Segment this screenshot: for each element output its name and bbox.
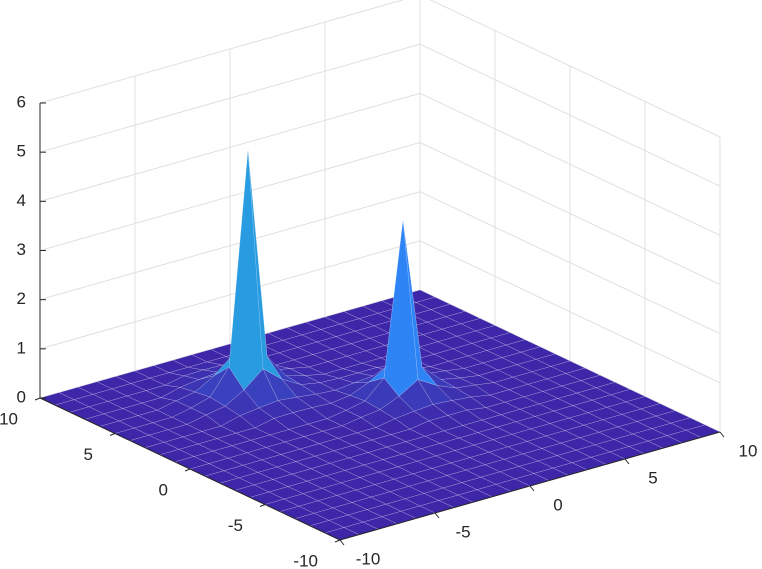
y-tick <box>259 504 266 507</box>
surface-cell <box>315 389 351 404</box>
y-tick-label: 10 <box>0 409 18 428</box>
y-tick <box>334 539 341 543</box>
x-tick <box>339 539 345 546</box>
surface-cell <box>347 509 383 523</box>
surface-cell <box>470 394 506 408</box>
x-tick <box>719 431 725 438</box>
z-tick-label: 6 <box>17 92 26 111</box>
y-tick-label: -10 <box>293 551 318 569</box>
x-tick-label: 5 <box>648 468 657 487</box>
z-tick-label: 5 <box>17 142 26 161</box>
y-tick-label: 0 <box>159 480 168 499</box>
surface-cell <box>328 514 364 528</box>
surface-cell <box>262 368 298 401</box>
y-tick <box>34 397 41 401</box>
y-tick <box>109 433 116 436</box>
x-tick <box>624 458 630 465</box>
x-tick <box>434 512 440 519</box>
surface-cell <box>179 375 215 393</box>
y-tick <box>184 468 191 472</box>
y-tick-label: 5 <box>84 445 93 464</box>
x-tick-label: 10 <box>739 441 758 460</box>
surface-cell <box>285 375 321 385</box>
surface-cell <box>273 412 309 430</box>
surface-cell <box>277 396 313 413</box>
z-tick-label: 1 <box>17 338 26 357</box>
z-tick-label: 3 <box>17 240 26 259</box>
z-tick-label: 0 <box>17 387 26 406</box>
x-tick-label: -5 <box>455 522 470 541</box>
z-tick-label: 4 <box>17 191 26 210</box>
surface-cell <box>402 220 438 387</box>
surface-cell <box>451 396 487 411</box>
surface-cell <box>338 372 374 384</box>
surface-cell <box>300 382 336 395</box>
x-tick <box>529 485 535 492</box>
y-tick-label: -5 <box>228 516 243 535</box>
x-tick-label: 0 <box>553 495 562 514</box>
surface-cell <box>209 366 245 407</box>
z-tick-label: 2 <box>17 289 26 308</box>
x-tick-label: -10 <box>356 549 381 568</box>
surface-cell <box>394 411 430 430</box>
